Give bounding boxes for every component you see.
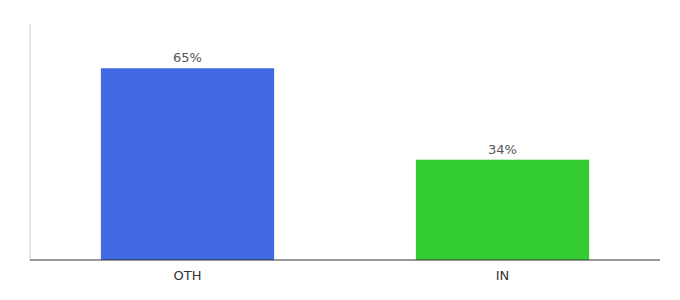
x-tick-label: OTH <box>174 268 202 283</box>
x-axis-line <box>30 260 660 261</box>
bar <box>416 160 589 260</box>
chart-container: OTH IN 65% 34% <box>0 0 680 300</box>
x-tick-label: IN <box>496 268 510 283</box>
y-axis-line <box>30 24 31 260</box>
bars <box>101 68 589 260</box>
data-label: 34% <box>488 142 517 157</box>
chart-svg: OTH IN 65% 34% <box>0 0 680 300</box>
bar <box>101 68 274 260</box>
data-label: 65% <box>173 50 202 65</box>
